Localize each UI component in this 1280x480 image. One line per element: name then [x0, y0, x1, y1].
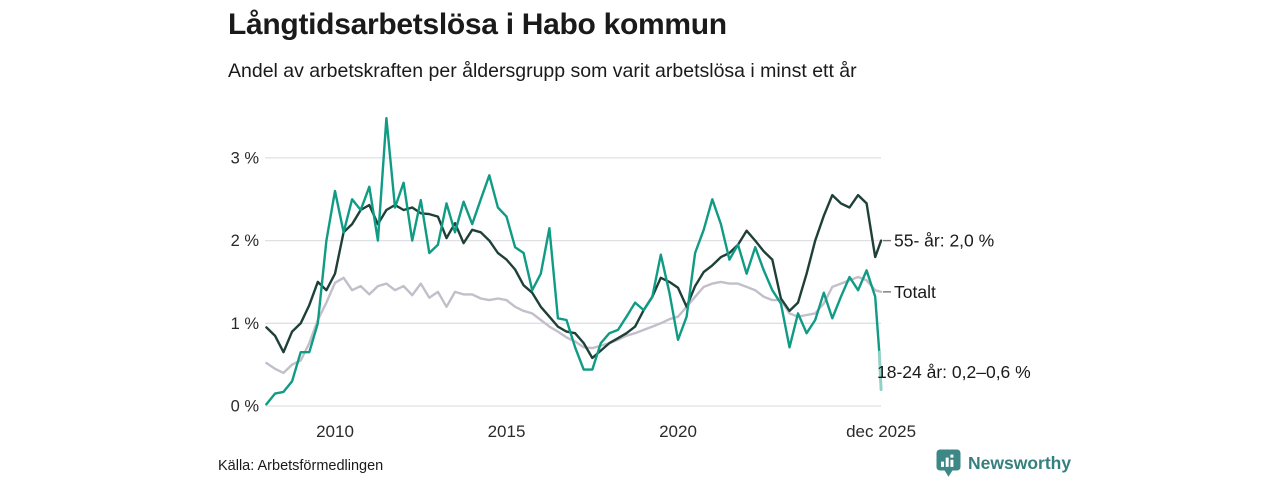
source-note: Källa: Arbetsförmedlingen [218, 458, 384, 474]
y-tick-label: 3 % [231, 149, 260, 167]
page-title: Långtidsarbetslösa i Habo kommun [228, 8, 727, 41]
series-line-18-24-r [265, 116, 881, 406]
series-line-totalt [265, 275, 883, 375]
uncertainty-whisker [877, 350, 883, 391]
series-label: Totalt [894, 282, 936, 302]
x-tick-label: 2020 [659, 422, 697, 441]
series-label: 55- år: 2,0 % [894, 231, 994, 251]
y-tick-label: 0 % [231, 398, 260, 416]
brand-name: Newsworthy [968, 453, 1072, 473]
x-tick-label: 2010 [316, 422, 354, 441]
brand-logo: Newsworthy [936, 449, 1071, 478]
newsworthy-bubble-chart-icon [936, 449, 961, 477]
x-tick-label: dec 2025 [846, 422, 916, 441]
y-tick-label: 1 % [231, 315, 260, 333]
x-tick-label: 2015 [488, 422, 526, 441]
y-tick-label: 2 % [231, 232, 260, 250]
series-label: 18-24 år: 0,2–0,6 % [877, 362, 1031, 382]
chart-subtitle: Andel av arbetskraften per åldersgrupp s… [228, 60, 857, 82]
series-line-55-r [265, 193, 883, 360]
